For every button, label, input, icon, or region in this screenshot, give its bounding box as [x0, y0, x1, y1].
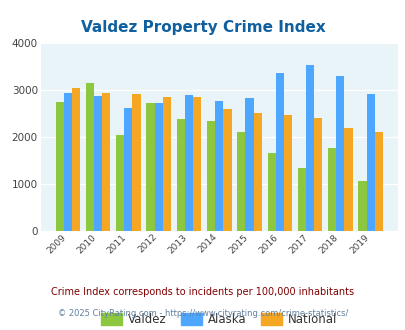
Bar — [223, 109, 231, 231]
Text: Crime Index corresponds to incidents per 100,000 inhabitants: Crime Index corresponds to incidents per… — [51, 287, 354, 297]
Bar — [85, 83, 94, 231]
Bar — [215, 101, 223, 231]
Bar — [72, 88, 80, 231]
Bar — [184, 95, 192, 231]
Bar — [343, 128, 352, 231]
Text: © 2025 CityRating.com - https://www.cityrating.com/crime-statistics/: © 2025 CityRating.com - https://www.city… — [58, 309, 347, 318]
Legend: Valdez, Alaska, National: Valdez, Alaska, National — [96, 308, 341, 330]
Bar — [176, 118, 184, 231]
Bar — [358, 181, 366, 231]
Bar — [55, 102, 64, 231]
Bar — [94, 96, 102, 231]
Bar — [64, 93, 72, 231]
Bar — [275, 73, 283, 231]
Bar — [374, 132, 382, 231]
Bar — [313, 118, 322, 231]
Bar — [162, 96, 171, 231]
Bar — [366, 94, 374, 231]
Bar — [146, 103, 154, 231]
Bar — [154, 103, 162, 231]
Bar — [283, 115, 291, 231]
Bar — [116, 135, 124, 231]
Bar — [192, 96, 201, 231]
Bar — [297, 168, 305, 231]
Bar — [207, 121, 215, 231]
Bar — [237, 132, 245, 231]
Text: Valdez Property Crime Index: Valdez Property Crime Index — [81, 20, 324, 35]
Bar — [102, 93, 110, 231]
Bar — [267, 153, 275, 231]
Bar — [245, 98, 253, 231]
Bar — [335, 76, 343, 231]
Bar — [132, 94, 140, 231]
Bar — [327, 148, 335, 231]
Bar — [253, 113, 261, 231]
Bar — [305, 65, 313, 231]
Bar — [124, 108, 132, 231]
